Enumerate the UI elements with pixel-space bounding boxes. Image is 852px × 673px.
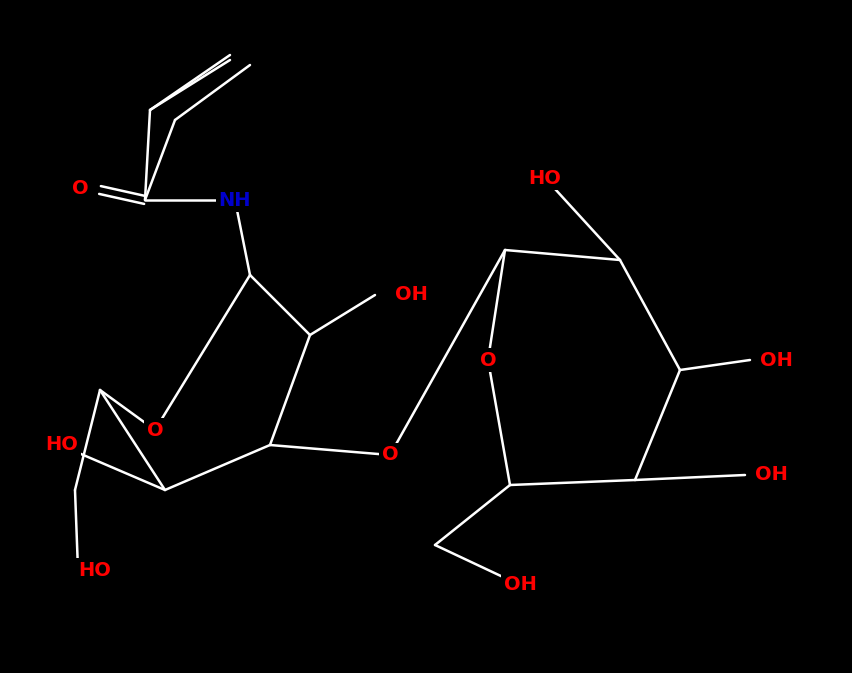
Text: OH: OH xyxy=(504,575,537,594)
Text: NH: NH xyxy=(219,190,251,209)
Text: OH: OH xyxy=(755,466,788,485)
Text: O: O xyxy=(147,421,164,439)
Text: HO: HO xyxy=(45,435,78,454)
Text: O: O xyxy=(480,351,497,369)
Text: O: O xyxy=(72,178,89,197)
Text: HO: HO xyxy=(528,168,561,188)
Text: OH: OH xyxy=(395,285,428,304)
Text: OH: OH xyxy=(760,351,793,369)
Text: HO: HO xyxy=(78,561,111,579)
Text: O: O xyxy=(382,446,399,464)
